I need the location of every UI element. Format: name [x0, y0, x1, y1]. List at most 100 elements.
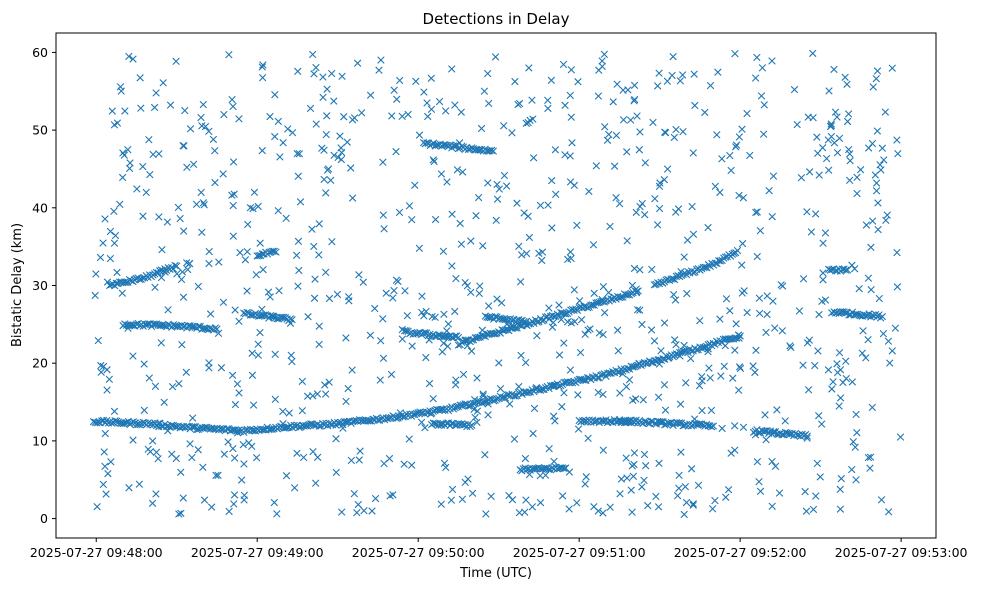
data-point	[881, 108, 890, 116]
data-point	[427, 105, 436, 114]
y-tick-label: 0	[40, 511, 48, 526]
data-point	[403, 311, 412, 320]
data-point	[243, 247, 251, 256]
data-point	[687, 465, 696, 473]
data-point	[105, 375, 114, 384]
data-point	[538, 385, 546, 394]
data-point	[140, 360, 148, 368]
data-point	[575, 297, 584, 305]
data-point	[300, 422, 308, 430]
data-point	[535, 249, 543, 258]
data-point	[408, 342, 416, 350]
data-point	[100, 448, 108, 456]
data-point	[139, 212, 147, 220]
data-point	[321, 268, 330, 276]
data-point	[811, 361, 819, 370]
data-point	[713, 131, 721, 139]
data-point	[489, 147, 498, 155]
data-point	[781, 417, 789, 425]
data-point	[116, 200, 124, 209]
data-point	[605, 130, 613, 139]
data-point	[687, 422, 696, 430]
data-point	[544, 96, 552, 105]
x-tick-label: 2025-07-27 09:49:00	[191, 545, 324, 560]
data-point	[371, 304, 379, 313]
data-point	[294, 67, 302, 76]
data-point	[762, 436, 770, 444]
data-point	[183, 163, 191, 171]
data-point	[773, 406, 781, 414]
data-point	[682, 379, 690, 387]
data-point	[461, 278, 469, 287]
data-point	[669, 275, 677, 283]
data-point	[878, 312, 887, 321]
data-point	[660, 319, 669, 327]
data-point	[468, 336, 476, 344]
data-point	[730, 422, 739, 430]
data-point	[825, 87, 833, 95]
data-point	[675, 484, 683, 492]
data-point	[817, 420, 826, 428]
data-point	[610, 162, 619, 170]
data-point	[327, 69, 336, 78]
data-point	[225, 50, 233, 59]
data-point	[125, 52, 133, 61]
data-point	[104, 469, 112, 478]
data-point	[768, 57, 776, 65]
data-point	[736, 364, 745, 373]
data-point	[836, 505, 845, 513]
data-point	[753, 53, 761, 62]
data-point	[675, 471, 683, 480]
data-point	[252, 271, 261, 279]
data-points	[89, 49, 905, 519]
data-point	[290, 421, 298, 430]
data-point	[309, 447, 317, 456]
data-point	[392, 147, 400, 156]
data-point	[93, 419, 101, 427]
data-point	[655, 418, 664, 426]
data-point	[816, 473, 824, 481]
data-point	[211, 146, 219, 155]
y-tick-label: 20	[32, 356, 48, 371]
data-point	[347, 456, 356, 465]
data-point	[768, 502, 776, 510]
data-point	[650, 419, 659, 428]
data-point	[500, 122, 508, 130]
data-point	[320, 146, 328, 154]
data-point	[739, 423, 748, 431]
data-point	[135, 480, 144, 488]
data-point	[284, 125, 292, 133]
data-point	[288, 315, 296, 324]
data-point	[530, 404, 539, 413]
data-point	[756, 487, 765, 495]
data-point	[818, 144, 827, 152]
data-point	[246, 204, 255, 212]
data-point	[824, 366, 833, 374]
data-point	[256, 239, 264, 247]
data-point	[175, 510, 183, 518]
data-point	[111, 231, 120, 240]
data-point	[353, 59, 362, 67]
data-point	[451, 101, 459, 109]
data-point	[224, 438, 232, 446]
data-point	[567, 113, 575, 121]
data-point	[393, 95, 401, 103]
data-point	[103, 278, 112, 286]
data-point	[843, 117, 852, 126]
data-point	[182, 368, 190, 376]
data-point	[337, 144, 345, 152]
data-point	[350, 490, 358, 498]
data-point	[590, 289, 598, 297]
data-point	[594, 92, 603, 100]
data-point	[313, 390, 322, 398]
data-point	[690, 70, 698, 78]
data-point	[102, 490, 110, 498]
data-point	[753, 252, 761, 261]
data-point	[266, 112, 274, 121]
data-point	[680, 253, 688, 261]
data-point	[334, 418, 342, 427]
data-point	[220, 450, 229, 458]
data-point	[201, 122, 210, 131]
data-point	[205, 247, 213, 256]
data-point	[654, 393, 663, 401]
